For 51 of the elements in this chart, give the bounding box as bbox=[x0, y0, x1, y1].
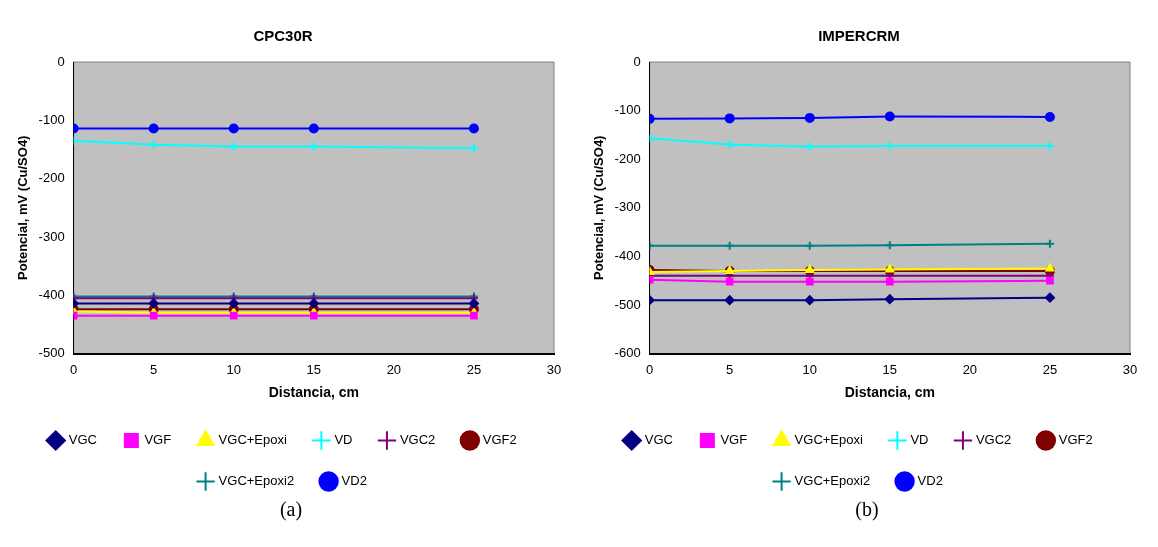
legend-label: VD2 bbox=[341, 473, 367, 489]
y-tick-label: -500 bbox=[38, 345, 65, 361]
y-tick-label: -500 bbox=[614, 296, 641, 312]
y-tick-label: -600 bbox=[614, 345, 641, 361]
x-tick-label: 15 bbox=[306, 361, 322, 377]
x-tick-label: 20 bbox=[386, 361, 402, 377]
x-tick-label: 10 bbox=[226, 361, 241, 377]
legend-label: VGC bbox=[68, 432, 97, 448]
y-axis-title: Potencial, mV (Cu/SO4) bbox=[591, 135, 607, 281]
legend-label: VGC2 bbox=[399, 432, 436, 448]
x-tick-label: 25 bbox=[1042, 361, 1058, 377]
legend-label: VGC2 bbox=[975, 432, 1012, 448]
legend-label: VGC+Epoxi2 bbox=[794, 473, 871, 489]
y-tick-label: -300 bbox=[38, 228, 65, 244]
x-tick-label: 30 bbox=[1122, 361, 1138, 377]
legend-label: VD bbox=[334, 432, 353, 448]
legend-label: VGF2 bbox=[1058, 432, 1093, 448]
x-tick-label: 5 bbox=[150, 361, 158, 377]
legend-label: VGC+Epoxi bbox=[794, 432, 863, 448]
x-tick-label: 30 bbox=[546, 361, 562, 377]
x-tick-label: 25 bbox=[466, 361, 482, 377]
x-tick-label: 20 bbox=[962, 361, 978, 377]
legend-label: VGC+Epoxi bbox=[218, 432, 287, 448]
y-tick-label: -200 bbox=[38, 170, 65, 186]
chart-title: CPC30R bbox=[253, 27, 313, 45]
legend-label: VD2 bbox=[917, 473, 943, 489]
x-axis-title: Distancia, cm bbox=[268, 384, 359, 401]
text: (a) bbox=[278, 498, 304, 521]
y-tick-label: 0 bbox=[633, 53, 641, 69]
legend-label: VGF bbox=[144, 432, 172, 448]
y-tick-label: -300 bbox=[614, 199, 641, 215]
legend-label: VGF bbox=[720, 432, 748, 448]
chart-title: IMPERCRM bbox=[818, 27, 900, 45]
y-tick-label: -100 bbox=[38, 111, 65, 127]
x-tick-label: 5 bbox=[726, 361, 734, 377]
legend-label: VGC+Epoxi2 bbox=[218, 473, 295, 489]
legend-label: VGF2 bbox=[482, 432, 517, 448]
y-tick-label: -100 bbox=[614, 102, 641, 118]
text: (b) bbox=[854, 498, 880, 521]
y-tick-label: -400 bbox=[614, 247, 641, 263]
y-axis-title: Potencial, mV (Cu/SO4) bbox=[15, 135, 31, 281]
x-tick-label: 10 bbox=[802, 361, 817, 377]
legend-label: VGC bbox=[644, 432, 673, 448]
x-tick-label: 0 bbox=[70, 361, 78, 377]
y-tick-label: 0 bbox=[57, 53, 65, 69]
x-tick-label: 0 bbox=[646, 361, 654, 377]
y-tick-label: -400 bbox=[38, 286, 65, 302]
y-tick-label: -200 bbox=[614, 150, 641, 166]
x-axis-title: Distancia, cm bbox=[844, 384, 935, 401]
legend-label: VD bbox=[910, 432, 929, 448]
x-tick-label: 15 bbox=[882, 361, 898, 377]
